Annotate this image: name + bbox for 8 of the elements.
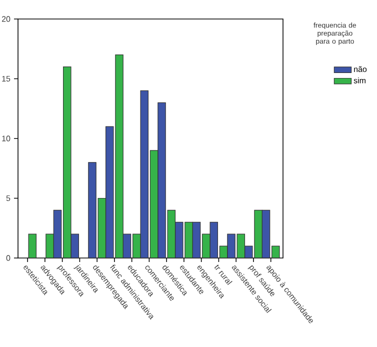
y-tick-label: 20 xyxy=(2,16,10,22)
y-tick-label: 0 xyxy=(6,255,10,261)
y-tick-label: 15 xyxy=(2,76,10,82)
legend-label: sim xyxy=(354,77,366,84)
y-tick-label: 5 xyxy=(6,195,10,202)
y-tick-label: 10 xyxy=(2,136,10,142)
legend-label: não xyxy=(354,66,367,72)
bar xyxy=(28,234,37,258)
